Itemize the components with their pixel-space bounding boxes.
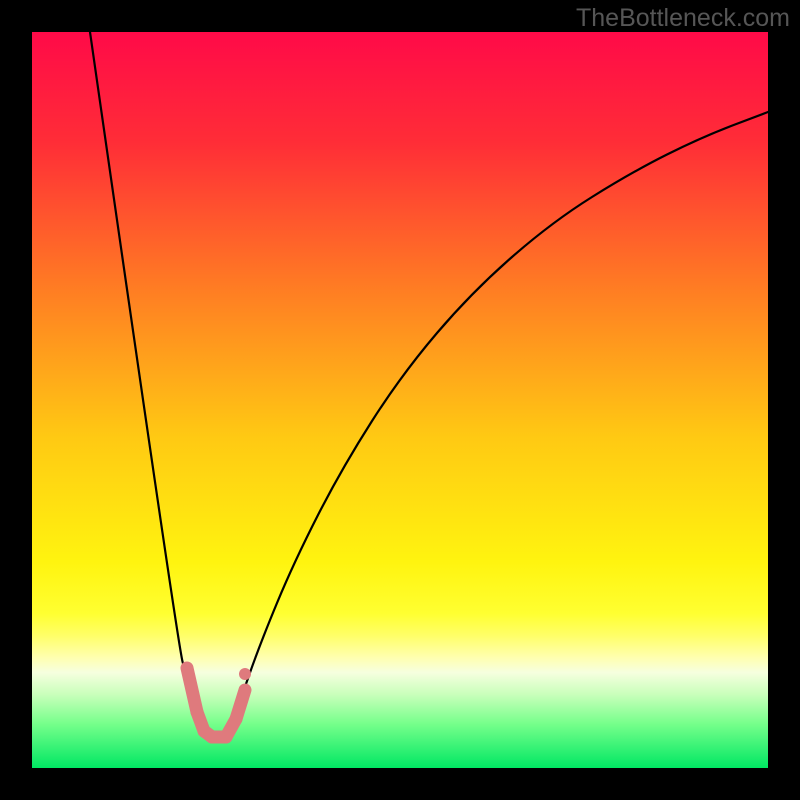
- watermark-text: TheBottleneck.com: [576, 4, 790, 33]
- chart-svg: [32, 32, 768, 768]
- chart-plot-area: [32, 32, 768, 768]
- trough-segment: [236, 690, 245, 719]
- trough-dot: [239, 668, 251, 680]
